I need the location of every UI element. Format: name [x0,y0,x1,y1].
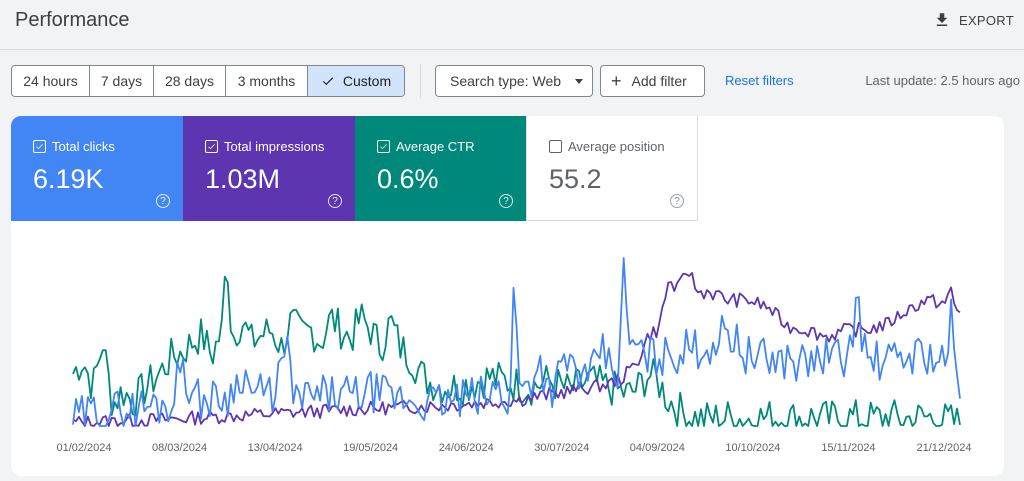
date-option-24-hours[interactable]: 24 hours [12,66,90,96]
search-type-label: Search type: Web [450,73,562,89]
x-tick-label: 01/02/2024 [56,442,111,454]
metric-tile-average-ctr[interactable]: Average CTR 0.6% ? [355,116,526,221]
date-option-label: 3 months [237,73,296,89]
reset-filters-link[interactable]: Reset filters [725,73,794,88]
help-icon[interactable]: ? [156,194,170,208]
export-button[interactable]: EXPORT [933,9,1014,31]
check-icon [322,77,334,86]
x-tick-label: 30/07/2024 [534,442,589,454]
add-filter-button[interactable]: + Add filter [600,65,705,97]
date-option-custom[interactable]: Custom [308,66,404,96]
date-option-7-days[interactable]: 7 days [90,66,154,96]
performance-card: Total clicks 6.19K ? Total impressions 1… [11,116,1004,476]
help-icon[interactable]: ? [328,194,342,208]
checkbox-checked-icon[interactable] [205,140,218,153]
add-filter-label: Add filter [631,73,687,89]
date-option-28-days[interactable]: 28 days [154,66,226,96]
top-bar: Performance EXPORT [0,0,1024,50]
metric-label: Total impressions [224,139,325,154]
date-option-label: Custom [342,73,392,89]
download-icon [936,13,948,26]
x-tick-label: 04/09/2024 [630,442,685,454]
x-tick-label: 19/05/2024 [343,442,398,454]
checkbox-checked-icon[interactable] [377,140,390,153]
metric-label: Total clicks [52,139,115,154]
metric-label-row: Average CTR [377,139,475,154]
metric-label-row: Total clicks [33,139,115,154]
series-line-clicks [72,257,961,427]
series-line-impressions [72,272,961,427]
series-line-ctr [72,275,961,427]
checkbox-checked-icon[interactable] [33,140,46,153]
x-tick-label: 13/04/2024 [248,442,303,454]
date-option-3-months[interactable]: 3 months [226,66,308,96]
metric-tile-average-position[interactable]: Average position 55.2 ? [526,116,698,221]
x-tick-label: 15/11/2024 [821,442,875,454]
plus-icon: + [611,71,622,91]
metric-label: Average CTR [396,139,475,154]
search-type-dropdown[interactable]: Search type: Web [435,65,593,97]
last-update-text: Last update: 2.5 hours ago [865,73,1020,88]
date-option-label: 28 days [164,73,215,89]
x-tick-label: 10/10/2024 [725,442,780,454]
x-tick-label: 08/03/2024 [152,442,207,454]
date-option-label: 7 days [100,73,143,89]
metric-value: 55.2 [549,164,602,194]
help-icon[interactable]: ? [499,194,513,208]
checkbox-unchecked-icon[interactable] [549,140,562,153]
performance-chart: 01/02/2024 08/03/2024 13/04/2024 19/05/2024… [11,221,1004,476]
metric-value: 0.6% [377,164,439,194]
performance-chart-svg: 01/02/2024 08/03/2024 13/04/2024 19/05/2024… [56,257,972,454]
export-label: EXPORT [958,12,1014,28]
date-range-selector: 24 hours 7 days 28 days 3 months Custom [11,65,405,97]
date-option-label: 24 hours [23,73,78,89]
metric-label: Average position [568,139,665,154]
metric-tile-total-impressions[interactable]: Total impressions 1.03M ? [183,116,355,221]
help-icon[interactable]: ? [670,194,684,208]
metric-label-row: Average position [549,139,665,154]
caret-down-icon [575,78,584,84]
x-tick-label: 21/12/2024 [916,442,971,454]
page-title: Performance [15,9,130,31]
metric-tile-total-clicks[interactable]: Total clicks 6.19K ? [11,116,183,221]
metric-label-row: Total impressions [205,139,324,154]
toolbar-divider [420,64,421,98]
metric-value: 6.19K [33,164,104,194]
x-tick-label: 24/06/2024 [439,442,494,454]
metric-value: 1.03M [205,164,281,194]
